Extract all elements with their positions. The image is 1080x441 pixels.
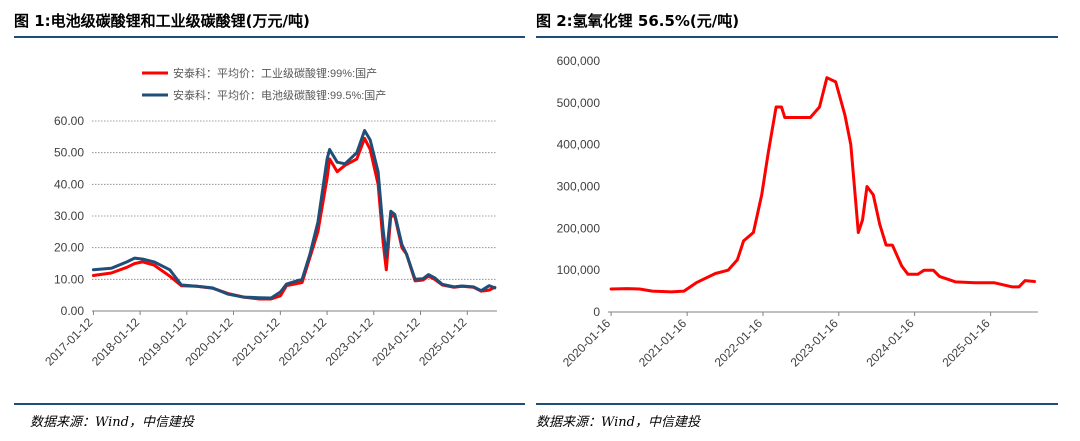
bottom-rule: [14, 403, 525, 405]
y-tick-label: 30.00: [54, 209, 84, 223]
series-line-1: [609, 76, 1036, 294]
top-rule: [536, 36, 1058, 38]
chart-title: 图 1:电池级碳酸锂和工业级碳酸锂(万元/吨): [14, 12, 310, 30]
y-tick-label: 600,000: [557, 54, 601, 68]
x-tick-label: 2023-01-16: [788, 316, 842, 370]
x-tick-label: 2025-01-16: [939, 316, 993, 370]
x-tick-label: 2020-01-12: [182, 315, 236, 369]
x-tick-label: 2025-01-12: [416, 315, 470, 369]
x-tick-label: 2017-01-12: [42, 315, 96, 369]
series-line-2: [91, 129, 497, 300]
x-tick-label: 2024-01-12: [369, 315, 423, 369]
y-tick-label: 50.00: [54, 146, 84, 160]
x-tick-label: 2018-01-12: [89, 315, 143, 369]
y-tick-label: 500,000: [557, 96, 601, 110]
y-tick-label: 300,000: [557, 180, 601, 194]
bottom-rule: [536, 403, 1058, 405]
y-tick-label: 0: [593, 305, 600, 319]
source-note: 数据来源：Wind，中信建投: [30, 415, 194, 430]
x-tick-label: 2023-01-12: [323, 315, 377, 369]
chart-title: 图 2:氢氧化锂 56.5%(元/吨): [536, 12, 740, 30]
chart-lithium-hydroxide: 600,000 500,000 400,000 300,000 200,000 100,0…: [557, 54, 1038, 370]
y-tick-label: 400,000: [557, 138, 601, 152]
y-tick-label: 200,000: [557, 221, 601, 235]
x-tick-label: 2021-01-16: [636, 316, 690, 370]
legend: 安泰科：平均价：工业级碳酸锂:99%:国产 安泰科：平均价：电池级碳酸锂:99.…: [142, 66, 386, 102]
chart-lithium-carbonate: 安泰科：平均价：工业级碳酸锂:99%:国产 安泰科：平均价：电池级碳酸锂:99.…: [42, 66, 497, 369]
y-tick-label: 20.00: [54, 241, 84, 255]
y-tick-label: 60.00: [54, 114, 84, 128]
y-tick-label: 0.00: [61, 304, 85, 318]
x-tick-label: 2024-01-16: [863, 316, 917, 370]
x-tick-label: 2022-01-16: [712, 316, 766, 370]
x-tick-label: 2021-01-12: [229, 315, 283, 369]
legend-label-battery: 安泰科：平均价：电池级碳酸锂:99.5%:国产: [173, 88, 386, 102]
series-line-1: [91, 136, 497, 301]
source-note: 数据来源：Wind，中信建投: [536, 415, 700, 430]
x-tick-label: 2019-01-12: [136, 315, 190, 369]
top-rule: [14, 36, 525, 38]
y-tick-label: 40.00: [54, 177, 84, 191]
y-tick-label: 100,000: [557, 263, 601, 277]
chart-panel-lithium-carbonate: 图 1:电池级碳酸锂和工业级碳酸锂(万元/吨) 安泰科：平均价：工业级碳酸锂:9…: [0, 0, 525, 441]
y-tick-label: 10.00: [54, 272, 84, 286]
chart-panel-lithium-hydroxide: 图 2:氢氧化锂 56.5%(元/吨) 600,000 500,000 400,00…: [536, 0, 1080, 441]
x-tick-label: 2020-01-16: [560, 316, 614, 370]
legend-label-industrial: 安泰科：平均价：工业级碳酸锂:99%:国产: [173, 66, 377, 80]
x-tick-label: 2022-01-12: [276, 315, 330, 369]
